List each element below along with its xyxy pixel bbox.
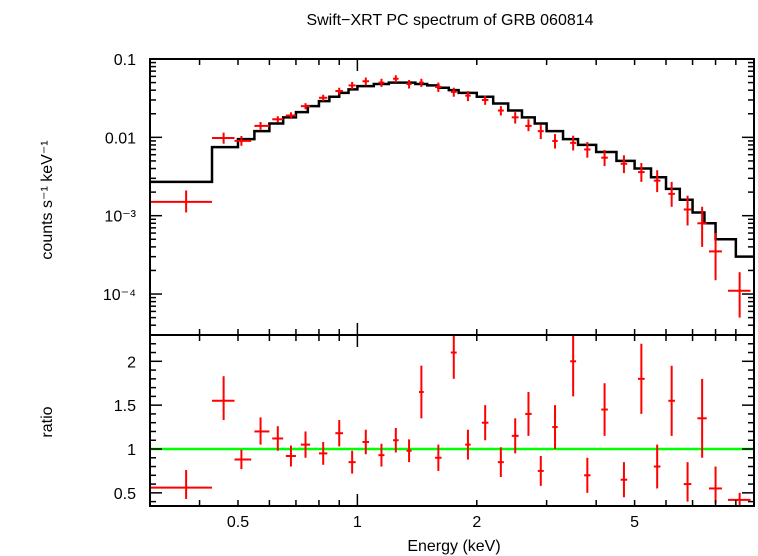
ratio-point	[638, 343, 645, 414]
ratio-point	[552, 405, 558, 449]
ratio-point	[708, 466, 722, 504]
ratio-point	[393, 427, 399, 453]
ratio-point	[537, 456, 544, 486]
bottom-tick-labels: 0.5 1 1.5 2 0.5 1 2 5	[114, 354, 639, 531]
data-point	[537, 124, 544, 140]
data-point	[450, 87, 457, 97]
data-point	[668, 181, 675, 207]
data-point	[570, 135, 577, 151]
ratio-point	[450, 335, 457, 379]
top-y-tick-labels: 0.1 0.01 10⁻³ 10⁻⁴	[103, 52, 137, 304]
data-point	[285, 112, 296, 119]
bottom-panel: 0.5 1 1.5 2 0.5 1 2 5 ratio Energy (keV)	[39, 335, 755, 555]
data-point	[708, 233, 722, 281]
ratio-point	[406, 439, 412, 463]
ratio-point	[318, 441, 328, 465]
ratio-point	[668, 365, 675, 436]
data-point	[378, 78, 385, 87]
ratio-point	[285, 445, 296, 467]
data-point	[620, 155, 628, 174]
ratio-point	[584, 457, 591, 493]
data-point	[584, 142, 591, 158]
data-point	[638, 163, 645, 182]
x-tick-label: 2	[472, 514, 481, 531]
data-point	[212, 132, 235, 144]
ratio-point	[234, 449, 252, 470]
data-point	[653, 170, 661, 193]
data-point	[525, 119, 532, 132]
x-tick-label: 1	[353, 514, 362, 531]
ratio-point	[525, 392, 532, 436]
top-axis-ticks	[149, 58, 755, 336]
ratio-point	[212, 376, 235, 421]
data-point	[393, 75, 399, 83]
data-point	[497, 106, 504, 116]
data-point	[552, 134, 558, 149]
ratio-point	[620, 462, 628, 498]
data-point	[511, 112, 519, 124]
data-point	[465, 91, 471, 102]
x-tick-label: 0.5	[227, 514, 249, 531]
ratio-point	[435, 444, 442, 471]
ratio-point	[697, 378, 707, 458]
bottom-y-axis-label: ratio	[39, 406, 56, 437]
data-points	[150, 75, 751, 318]
ratio-point	[300, 431, 311, 458]
model-step-line	[150, 81, 754, 258]
y-tick-label: 1.5	[114, 398, 136, 415]
ratio-point	[348, 450, 356, 474]
ratio-point	[570, 335, 577, 397]
ratio-point	[653, 444, 661, 489]
data-point	[150, 190, 213, 213]
ratio-points	[150, 335, 751, 506]
ratio-point	[481, 405, 489, 441]
ratio-point	[601, 383, 608, 436]
data-point	[406, 79, 412, 89]
x-axis-label: Energy (keV)	[407, 538, 500, 555]
y-tick-label: 2	[127, 354, 136, 371]
ratio-point	[335, 420, 344, 447]
y-tick-label: 10⁻³	[104, 209, 136, 226]
y-tick-label: 0.5	[114, 486, 136, 503]
y-tick-label: 10⁻⁴	[103, 287, 136, 304]
data-point	[362, 77, 370, 86]
data-point	[697, 206, 707, 247]
ratio-point	[497, 447, 504, 478]
bottom-plot-frame	[149, 334, 755, 507]
top-plot-frame	[149, 58, 755, 336]
chart-title: Swift−XRT PC spectrum of GRB 060814	[306, 12, 593, 29]
data-point	[335, 87, 344, 95]
ratio-point	[254, 417, 270, 445]
ratio-point	[362, 429, 370, 455]
ratio-point	[418, 365, 424, 419]
ratio-point	[728, 492, 751, 506]
top-y-axis-label: counts s⁻¹ keV⁻¹	[39, 140, 56, 259]
data-point	[683, 195, 692, 226]
data-point	[272, 116, 284, 123]
y-tick-label: 1	[127, 442, 136, 459]
data-point	[300, 103, 311, 110]
data-point	[435, 82, 442, 92]
x-tick-label: 5	[630, 514, 639, 531]
bottom-axis-ticks	[149, 335, 755, 506]
data-point	[348, 81, 356, 90]
top-panel: 0.1 0.01 10⁻³ 10⁻⁴ counts s⁻¹ keV⁻¹	[39, 52, 755, 336]
ratio-point	[683, 462, 692, 502]
data-point	[481, 95, 489, 105]
data-point	[254, 121, 270, 130]
data-point	[418, 78, 424, 87]
ratio-point	[511, 418, 519, 454]
data-point	[728, 272, 751, 318]
data-point	[234, 136, 252, 146]
ratio-point	[378, 443, 385, 467]
ratio-point	[150, 470, 213, 499]
model-curve	[150, 81, 754, 258]
y-tick-label: 0.1	[114, 52, 136, 69]
ratio-point	[272, 426, 284, 451]
y-tick-label: 0.01	[105, 130, 136, 147]
data-point	[601, 149, 608, 167]
data-point	[318, 94, 328, 102]
ratio-point	[465, 429, 471, 460]
